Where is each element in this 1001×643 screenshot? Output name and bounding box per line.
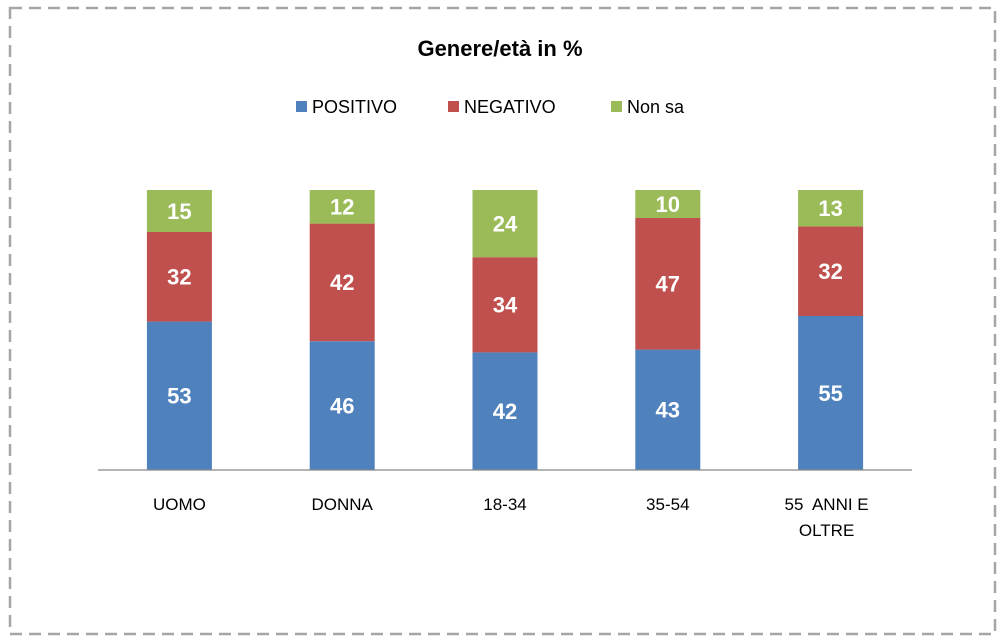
bar-segment bbox=[309, 341, 375, 470]
bar-segment bbox=[472, 257, 538, 353]
bar-segment bbox=[798, 226, 864, 316]
bar-segment bbox=[309, 223, 375, 342]
data-label: 32 bbox=[167, 265, 191, 290]
bar-segment bbox=[635, 190, 701, 218]
data-label: 47 bbox=[656, 272, 680, 297]
data-label: 53 bbox=[167, 384, 191, 409]
data-label: 43 bbox=[656, 398, 680, 423]
bar-segment bbox=[798, 190, 864, 227]
bar-segment bbox=[798, 316, 864, 470]
data-label: 32 bbox=[818, 259, 842, 284]
data-label: 13 bbox=[818, 196, 842, 221]
x-tick-label: 18-34 bbox=[483, 495, 527, 514]
legend-swatch bbox=[611, 101, 622, 112]
data-label: 24 bbox=[493, 211, 518, 236]
chart-title: Genere/età in % bbox=[417, 36, 582, 61]
data-label: 46 bbox=[330, 393, 354, 418]
legend-label: NEGATIVO bbox=[464, 97, 556, 117]
bar-segment bbox=[146, 232, 212, 322]
data-label: 42 bbox=[330, 270, 354, 295]
bar-segment bbox=[472, 352, 538, 470]
legend-label: POSITIVO bbox=[312, 97, 397, 117]
legend-swatch bbox=[296, 101, 307, 112]
x-tick-label: UOMO bbox=[152, 495, 206, 514]
bar-segment bbox=[146, 190, 212, 232]
data-label: 55 bbox=[818, 381, 842, 406]
data-label: 42 bbox=[493, 399, 517, 424]
legend-swatch bbox=[448, 101, 459, 112]
x-tick-label: 35-54 bbox=[646, 495, 690, 514]
data-label: 12 bbox=[330, 195, 354, 220]
data-label: 34 bbox=[493, 293, 518, 318]
x-tick-label: 55 ANNI E OLTRE bbox=[784, 495, 874, 540]
data-label: 10 bbox=[656, 192, 680, 217]
bar-segment bbox=[635, 218, 701, 350]
bar-segment bbox=[635, 349, 701, 470]
bar-segment bbox=[472, 190, 538, 258]
x-tick-label: DONNA bbox=[311, 495, 373, 514]
bar-segment bbox=[146, 321, 212, 470]
bar-segment bbox=[309, 190, 375, 224]
data-label: 15 bbox=[167, 199, 191, 224]
legend-label: Non sa bbox=[627, 97, 685, 117]
frame bbox=[8, 6, 997, 636]
